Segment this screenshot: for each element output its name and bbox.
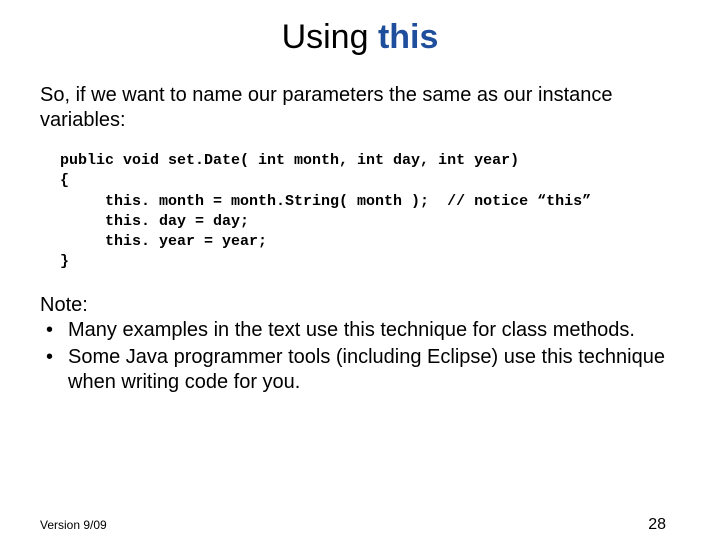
list-item: Some Java programmer tools (including Ec… xyxy=(40,345,680,395)
slide: Using this So, if we want to name our pa… xyxy=(0,18,720,540)
code-line: { xyxy=(60,172,69,189)
code-line: this. year = year; xyxy=(60,233,267,250)
intro-text: So, if we want to name our parameters th… xyxy=(40,83,680,133)
code-line: this. day = day; xyxy=(60,213,249,230)
note-bullets: Many examples in the text use this techn… xyxy=(40,318,680,395)
footer-page-number: 28 xyxy=(648,516,666,534)
code-line: this. month = month.String( month ); // … xyxy=(60,193,591,210)
code-line: public void set.Date( int month, int day… xyxy=(60,152,519,169)
title-keyword: this xyxy=(378,18,438,56)
footer-version: Version 9/09 xyxy=(40,518,107,532)
list-item: Many examples in the text use this techn… xyxy=(40,318,680,343)
code-line: } xyxy=(60,253,69,270)
code-block: public void set.Date( int month, int day… xyxy=(60,151,720,273)
note-heading: Note: xyxy=(40,293,680,318)
page-title: Using this xyxy=(0,18,720,57)
title-prefix: Using xyxy=(282,18,378,56)
